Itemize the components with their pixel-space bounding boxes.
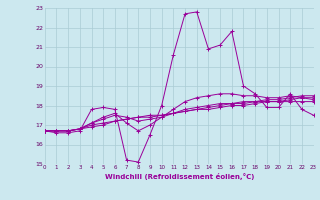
X-axis label: Windchill (Refroidissement éolien,°C): Windchill (Refroidissement éolien,°C) [105,173,254,180]
